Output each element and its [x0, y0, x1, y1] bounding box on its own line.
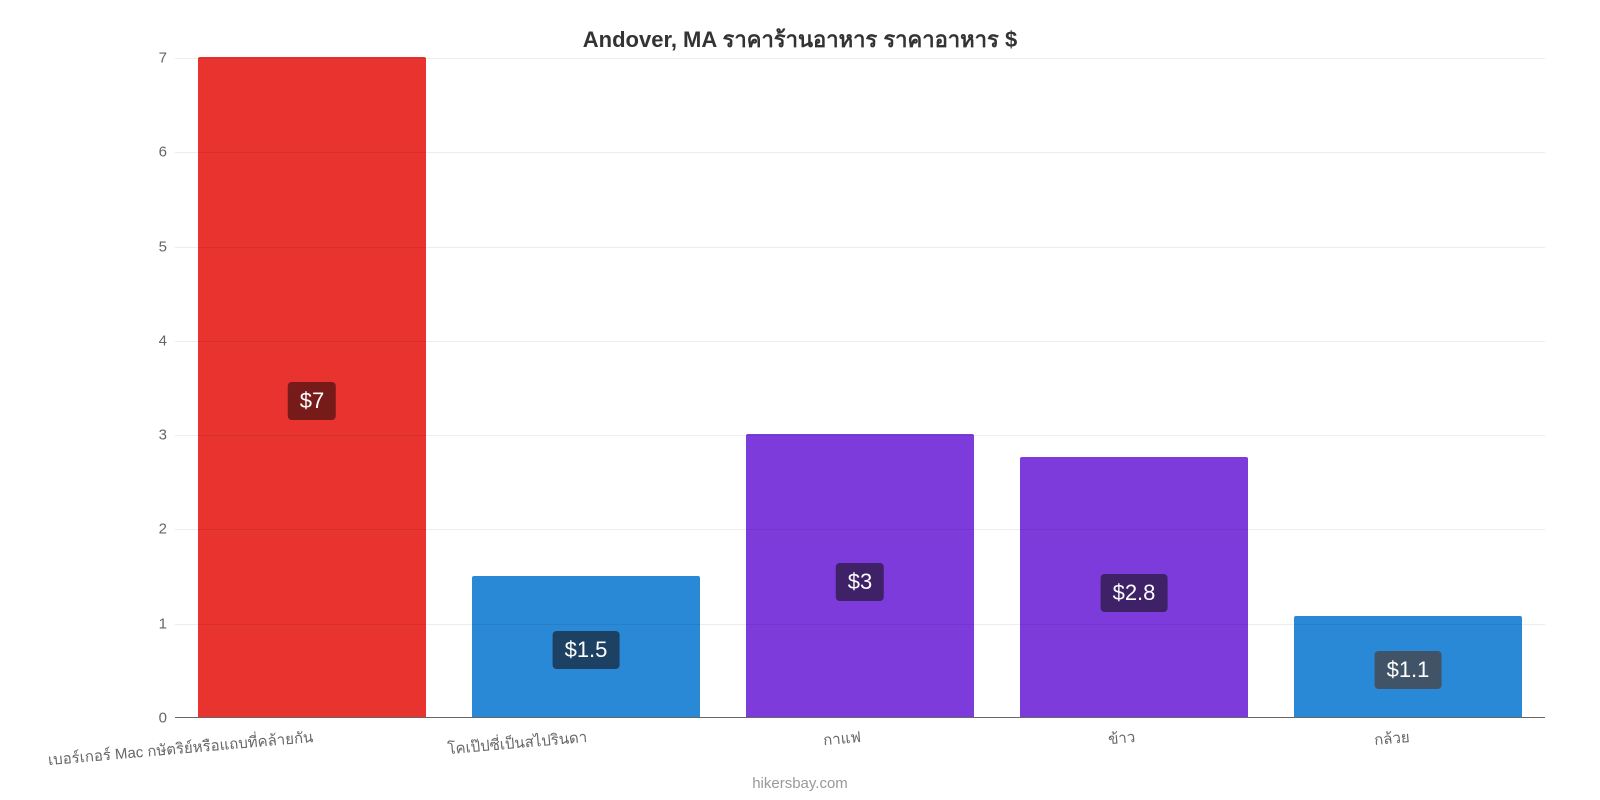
chart-title: Andover, MA ราคาร้านอาหาร ราคาอาหาร $: [0, 22, 1600, 57]
bar-value-label: $3: [836, 563, 884, 601]
chart-container: Andover, MA ราคาร้านอาหาร ราคาอาหาร $ 01…: [0, 0, 1600, 800]
bars-group: [175, 58, 1545, 717]
grid-line: [175, 152, 1545, 153]
x-tick-label: เบอร์เกอร์ Mac กษัตริย์หรือแถบที่คล้ายกั…: [47, 725, 314, 772]
y-tick-label: 4: [159, 332, 175, 349]
x-tick-label: กาแฟ: [822, 725, 862, 752]
y-tick-label: 3: [159, 427, 175, 444]
bar-value-label: $1.5: [553, 631, 620, 669]
grid-line: [175, 529, 1545, 530]
grid-line: [175, 247, 1545, 248]
y-tick-label: 1: [159, 615, 175, 632]
bar-value-label: $1.1: [1375, 651, 1442, 689]
grid-line: [175, 341, 1545, 342]
y-tick-label: 7: [159, 50, 175, 67]
grid-line: [175, 435, 1545, 436]
bar-value-label: $7: [288, 382, 336, 420]
bar-value-label: $2.8: [1101, 574, 1168, 612]
chart-footer: hikersbay.com: [0, 775, 1600, 792]
y-tick-label: 0: [159, 710, 175, 727]
x-tick-label: กล้วย: [1373, 725, 1410, 752]
y-tick-label: 2: [159, 521, 175, 538]
grid-line: [175, 58, 1545, 59]
x-tick-label: โคเป๊ปซี่เป็นสไปรินดา: [446, 725, 588, 761]
plot-area: 01234567เบอร์เกอร์ Mac กษัตริย์หรือแถบที…: [175, 58, 1545, 718]
grid-line: [175, 624, 1545, 625]
y-tick-label: 6: [159, 144, 175, 161]
x-tick-label: ข้าว: [1107, 725, 1136, 751]
y-tick-label: 5: [159, 238, 175, 255]
